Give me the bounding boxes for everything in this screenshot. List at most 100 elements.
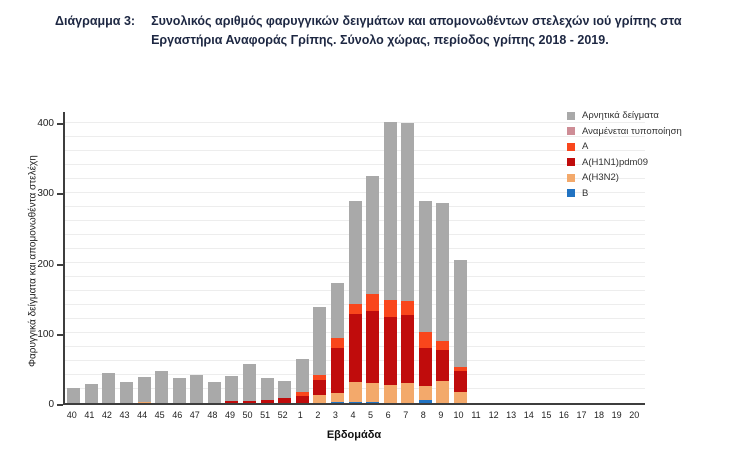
x-tick-label-15: 15 — [541, 410, 552, 420]
legend-item-b: B — [567, 188, 682, 199]
x-tick-label-13: 13 — [506, 410, 517, 420]
bar-segment-negative — [366, 176, 380, 295]
x-tick-label-9: 9 — [438, 410, 444, 420]
y-tick-label-0: 0 — [48, 399, 54, 410]
x-tick-label-6: 6 — [385, 410, 391, 420]
bar-segment-negative — [436, 202, 450, 341]
legend-label-a: A — [582, 141, 589, 152]
y-tick-mark — [57, 263, 63, 266]
bar-segment-negative — [401, 123, 415, 302]
legend-swatch-b — [567, 189, 575, 197]
legend: Αρνητικά δείγματα Αναμένεται τυποποίηση A A… — [567, 110, 682, 203]
bar-segment-a-h1n1-pdm09 — [295, 395, 309, 403]
x-tick-label-46: 46 — [172, 410, 183, 420]
x-tick-label-47: 47 — [189, 410, 200, 420]
bar-segment-a-h1n1-pdm09 — [366, 311, 380, 384]
x-tick-label-17: 17 — [576, 410, 587, 420]
bar-segment-a-h1n1-pdm09 — [453, 371, 467, 393]
bar-segment-negative — [172, 377, 186, 403]
bar-week-46 — [172, 377, 186, 403]
legend-item-a-h1n1-pdm09: A(H1N1)pdm09 — [567, 157, 682, 168]
bar-segment-a-h1n1-pdm09 — [225, 400, 239, 403]
bar-week-43 — [120, 381, 133, 403]
x-tick-label-19: 19 — [611, 410, 622, 420]
bar-segment-negative — [243, 364, 257, 401]
bar-week-8 — [418, 201, 432, 403]
bar-week-1 — [295, 359, 309, 403]
bar-segment-a-h3n2 — [401, 383, 415, 403]
legend-item-a: A — [567, 141, 682, 152]
x-tick-label-2: 2 — [315, 410, 321, 420]
bar-segment-a-h3n2 — [313, 394, 327, 403]
bar-segment-a — [295, 392, 309, 396]
bar-segment-a-h3n2 — [348, 381, 362, 402]
bar-segment-b — [366, 402, 380, 403]
x-tick-label-11: 11 — [471, 410, 481, 420]
x-tick-label-51: 51 — [260, 410, 271, 420]
gridline — [65, 121, 645, 123]
bar-segment-a-h3n2 — [418, 386, 432, 401]
bar-week-3 — [330, 282, 344, 403]
bar-segment-a — [418, 332, 432, 348]
figure-title-line1: Συνολικός αριθμός φαρυγγικών δειγμάτων κ… — [151, 14, 682, 28]
bar-week-2 — [313, 307, 327, 403]
x-tick-label-12: 12 — [488, 410, 499, 420]
bar-segment-a — [330, 338, 344, 349]
legend-label-pending: Αναμένεται τυποποίηση — [582, 125, 682, 137]
bar-week-49 — [225, 376, 239, 403]
bar-segment-a-h1n1-pdm09 — [348, 313, 362, 382]
x-tick-label-5: 5 — [368, 410, 374, 420]
legend-label-negative: Αρνητικά δείγματα — [582, 110, 659, 121]
x-tick-label-20: 20 — [629, 410, 640, 420]
legend-item-negative: Αρνητικά δείγματα — [567, 110, 682, 121]
x-tick-label-45: 45 — [154, 410, 165, 420]
bar-segment-negative — [84, 384, 98, 403]
bar-segment-a-h3n2 — [436, 380, 450, 403]
bar-segment-a — [383, 300, 397, 317]
bar-week-45 — [155, 370, 169, 403]
bar-segment-negative — [313, 307, 327, 375]
bar-segment-a-h1n1-pdm09 — [243, 400, 257, 403]
bar-segment-a-h1n1-pdm09 — [436, 349, 450, 381]
bar-segment-a-h3n2 — [383, 384, 397, 403]
bar-segment-a — [366, 294, 380, 312]
bar-segment-a-h1n1-pdm09 — [313, 379, 327, 395]
bar-segment-negative — [348, 201, 362, 304]
x-tick-label-49: 49 — [224, 410, 235, 420]
y-tick-label-300: 300 — [37, 188, 54, 200]
x-tick-label-44: 44 — [137, 410, 148, 420]
bar-segment-b — [348, 401, 362, 403]
figure-title-text: Συνολικός αριθμός φαρυγγικών δειγμάτων κ… — [151, 12, 682, 50]
x-tick-label-42: 42 — [101, 410, 112, 420]
bar-week-7 — [401, 123, 415, 403]
bar-segment-negative — [330, 282, 344, 339]
x-tick-label-8: 8 — [420, 410, 426, 420]
bar-week-4 — [348, 201, 362, 403]
legend-item-pending: Αναμένεται τυποποίηση — [567, 126, 682, 137]
bar-segment-negative — [137, 377, 151, 403]
x-tick-label-14: 14 — [523, 410, 534, 420]
x-tick-label-18: 18 — [594, 410, 605, 420]
bar-segment-negative — [190, 374, 204, 403]
bar-segment-b — [330, 402, 344, 403]
legend-label-b: B — [582, 187, 589, 199]
bar-segment-negative — [453, 260, 467, 367]
x-tick-label-1: 1 — [297, 410, 303, 420]
y-tick-label-200: 200 — [37, 258, 54, 270]
x-tick-label-50: 50 — [242, 410, 253, 420]
x-tick-label-3: 3 — [332, 410, 338, 420]
bar-segment-a-h1n1-pdm09 — [383, 316, 397, 385]
bar-segment-a — [313, 374, 327, 380]
bar-segment-a — [453, 366, 467, 372]
bar-segment-negative — [295, 359, 309, 393]
gridline — [65, 191, 645, 193]
legend-swatch-negative — [567, 111, 575, 120]
gridline — [65, 177, 645, 179]
y-tick-mark — [57, 193, 63, 196]
x-tick-label-40: 40 — [66, 410, 77, 420]
legend-swatch-pending — [567, 127, 575, 135]
bar-week-10 — [453, 260, 467, 403]
bar-segment-a-h1n1-pdm09 — [401, 315, 415, 384]
bar-segment-a — [436, 340, 450, 350]
